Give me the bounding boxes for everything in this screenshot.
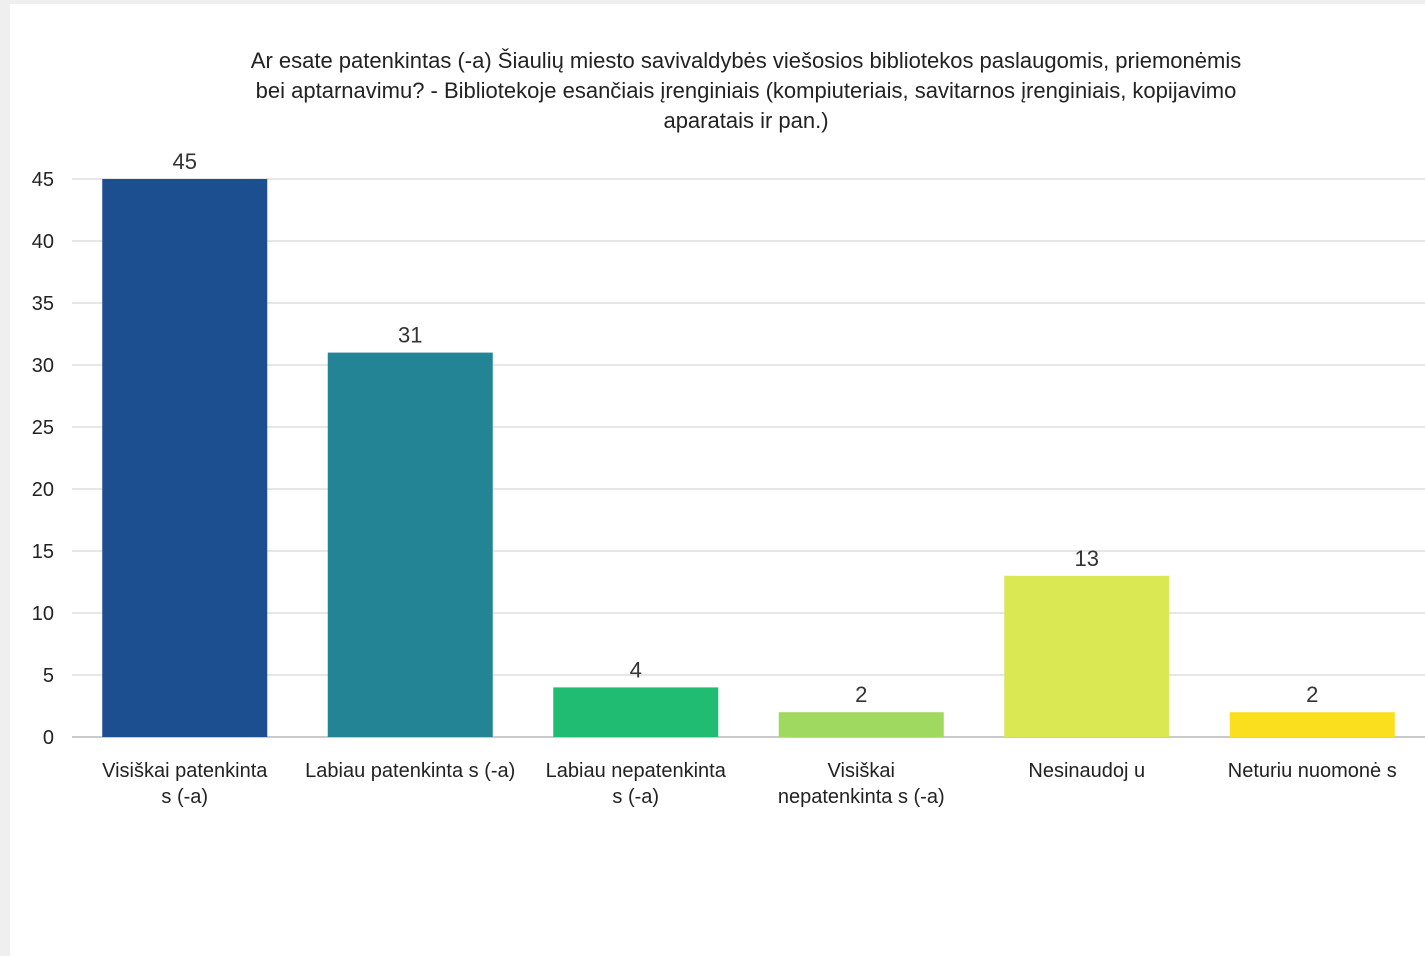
- y-tick-label: 0: [43, 727, 54, 749]
- data-label: 45: [173, 149, 197, 174]
- category-label: nepatenkinta s (-a): [778, 786, 945, 808]
- y-tick-label: 10: [32, 603, 54, 625]
- category-label: s (-a): [612, 786, 659, 808]
- y-tick-label: 35: [32, 293, 54, 315]
- chart-title-line: bei aptarnavimu? - Bibliotekoje esančiai…: [256, 78, 1237, 103]
- y-tick-label: 5: [43, 665, 54, 687]
- x-axis-categories: Visiškai patenkinta s (-a) Labiau patenkin…: [102, 760, 1397, 808]
- gridlines: [72, 178, 1425, 738]
- category-label: Visiškai: [828, 760, 895, 782]
- data-label: 2: [855, 682, 867, 707]
- y-tick-label: 15: [32, 541, 54, 563]
- chart-title-line: Ar esate patenkintas (-a) Šiaulių miesto…: [251, 48, 1241, 73]
- category-label: Labiau nepatenkinta: [546, 760, 727, 782]
- y-tick-label: 45: [32, 169, 54, 191]
- category-label: Labiau patenkinta s (-a): [305, 760, 515, 782]
- chart-frame: Ar esate patenkintas (-a) Šiaulių miesto…: [10, 4, 1425, 956]
- y-tick-label: 25: [32, 417, 54, 439]
- bar: [102, 179, 268, 737]
- bars: [102, 179, 1395, 737]
- y-tick-label: 30: [32, 355, 54, 377]
- category-label: Visiškai patenkinta: [102, 760, 268, 782]
- bar: [553, 687, 719, 737]
- data-label: 2: [1306, 682, 1318, 707]
- y-tick-label: 40: [32, 231, 54, 253]
- chart-title: Ar esate patenkintas (-a) Šiaulių miesto…: [251, 48, 1241, 133]
- chart-title-line: aparatais ir pan.): [663, 108, 828, 133]
- bar: [327, 352, 493, 737]
- bar-chart: Ar esate patenkintas (-a) Šiaulių miesto…: [32, 48, 1425, 808]
- bar: [1229, 712, 1395, 737]
- category-label: Neturiu nuomonė s: [1228, 760, 1397, 782]
- y-axis-ticks: 0 5 10 15 20 25 30 35 40 45: [32, 169, 54, 749]
- y-tick-label: 20: [32, 479, 54, 501]
- data-labels: 45 31 4 2 13 2: [173, 149, 1319, 707]
- category-label: s (-a): [161, 786, 208, 808]
- bar: [778, 712, 944, 737]
- bar: [1004, 575, 1170, 737]
- category-label: Nesinaudoj u: [1028, 760, 1145, 782]
- data-label: 13: [1075, 546, 1099, 571]
- data-label: 4: [630, 657, 642, 682]
- data-label: 31: [398, 323, 422, 348]
